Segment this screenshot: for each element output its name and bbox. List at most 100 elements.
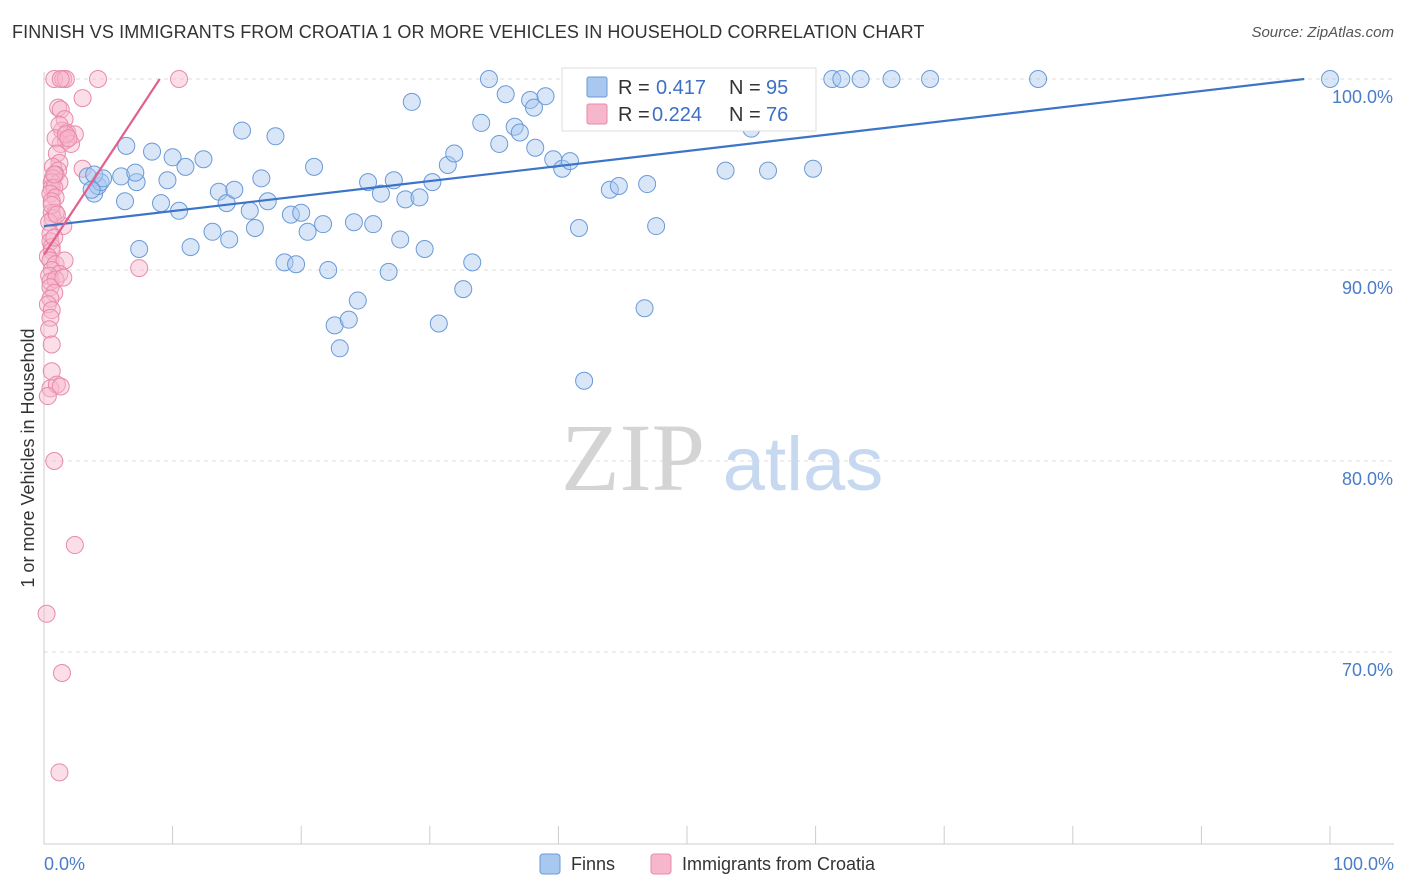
finns-point: [371, 184, 390, 203]
finns-point: [126, 163, 145, 182]
finns-point: [194, 150, 213, 169]
finns-point: [759, 161, 778, 180]
finns-point: [526, 138, 545, 157]
finns-point: [181, 238, 200, 257]
finns-point: [804, 159, 823, 178]
finns-point: [130, 239, 149, 258]
croatia-point: [65, 536, 84, 555]
finns-point: [117, 136, 136, 155]
finns-point: [882, 70, 901, 88]
finns-point: [1321, 70, 1339, 88]
croatia-point: [41, 308, 60, 327]
croatia-point: [38, 387, 57, 406]
y-tick-label: 70.0%: [1342, 660, 1393, 680]
croatia-point: [46, 129, 65, 148]
y-tick-label: 100.0%: [1332, 87, 1393, 107]
series-croatia-points: [37, 70, 189, 782]
legend-label-croatia: Immigrants from Croatia: [682, 854, 876, 874]
legend-label-finns: Finns: [571, 854, 615, 874]
croatia-trend-line: [43, 78, 161, 256]
finns-point: [560, 152, 579, 171]
x-axis-ticks: [43, 826, 1331, 844]
finns-point: [463, 253, 482, 272]
finns-point: [832, 70, 851, 88]
finns-point: [266, 127, 285, 146]
finns-point: [319, 261, 338, 279]
croatia-point: [51, 100, 70, 119]
finns-point: [575, 371, 594, 390]
y-tick-label: 90.0%: [1342, 278, 1393, 298]
chart-title: FINNISH VS IMMIGRANTS FROM CROATIA 1 OR …: [12, 22, 925, 42]
legend-r-label-finns: R =: [618, 77, 650, 99]
croatia-point: [54, 268, 73, 287]
series-legend: Finns Immigrants from Croatia: [539, 853, 876, 875]
croatia-point: [45, 452, 64, 470]
finns-point: [143, 142, 162, 161]
watermark: ZIP atlas: [561, 404, 883, 511]
croatia-point: [56, 70, 75, 88]
legend-r-value-croatia: 0.224: [652, 104, 702, 126]
legend-r-value-finns: 0.417: [656, 77, 706, 99]
finns-point: [569, 218, 588, 237]
croatia-point: [47, 205, 66, 224]
finns-point: [344, 213, 363, 232]
croatia-point: [53, 664, 72, 683]
source-label: Source: ZipAtlas.com: [1251, 24, 1394, 41]
finns-point: [330, 339, 349, 358]
legend-swatch-finns: [586, 76, 608, 98]
finns-point: [252, 169, 271, 188]
finns-point: [245, 218, 264, 237]
croatia-point: [130, 259, 149, 278]
finns-point: [638, 175, 657, 194]
finns-point: [112, 167, 131, 186]
croatia-point: [40, 320, 59, 339]
finns-point: [292, 203, 311, 222]
finns-point: [429, 314, 448, 333]
finns-point: [305, 157, 324, 176]
watermark-atlas: atlas: [723, 422, 884, 507]
croatia-point: [89, 70, 108, 88]
legend-swatch-croatia-bottom: [650, 853, 672, 875]
finns-point: [410, 188, 429, 207]
croatia-point: [42, 196, 61, 215]
correlation-legend: R = 0.417 N = 95 R = 0.224 N = 76: [561, 67, 817, 132]
croatia-point: [50, 763, 69, 782]
finns-point: [314, 215, 333, 234]
finns-point: [203, 222, 222, 241]
finns-point: [402, 92, 421, 111]
finns-point: [339, 310, 358, 329]
finns-point: [176, 157, 195, 176]
watermark-zip: ZIP: [561, 404, 705, 511]
croatia-point: [73, 89, 92, 108]
finns-point: [454, 280, 473, 299]
finns-point: [823, 70, 842, 88]
finns-point: [379, 262, 398, 281]
finns-point: [275, 253, 294, 272]
finns-point: [635, 299, 654, 318]
finns-point: [851, 70, 870, 88]
finns-point: [359, 173, 378, 192]
finns-point: [220, 230, 239, 249]
finns-point: [233, 121, 252, 140]
finns-point: [647, 217, 666, 236]
x-tick-label-max: 100.0%: [1333, 854, 1394, 874]
croatia-point: [51, 70, 70, 88]
croatia-point: [50, 115, 69, 134]
legend-n-label-croatia: N =: [729, 104, 761, 126]
legend-n-value-croatia: 76: [766, 104, 788, 126]
finns-point: [415, 239, 434, 258]
finns-point: [479, 70, 498, 88]
finns-point: [348, 291, 367, 310]
legend-r-label-croatia: R =: [618, 104, 650, 126]
finns-point: [609, 176, 628, 195]
croatia-point: [42, 335, 61, 354]
finns-point: [364, 215, 383, 234]
croatia-point: [37, 604, 56, 623]
finns-point: [505, 117, 524, 136]
finns-point: [524, 98, 543, 117]
croatia-point: [170, 70, 189, 88]
finns-point: [287, 255, 306, 274]
croatia-point: [42, 301, 61, 320]
croatia-point: [51, 377, 70, 396]
